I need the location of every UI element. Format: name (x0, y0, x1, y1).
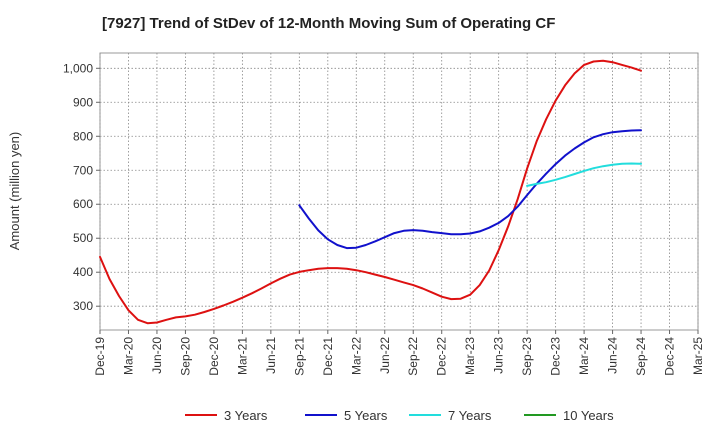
y-tick-label: 300 (73, 299, 93, 313)
legend-label: 3 Years (224, 408, 268, 423)
x-tick-label: Jun-21 (264, 337, 278, 374)
y-tick-label: 900 (73, 95, 93, 109)
y-axis-label: Amount (million yen) (7, 132, 22, 251)
x-tick-label: Mar-24 (577, 337, 591, 375)
legend-label: 5 Years (344, 408, 388, 423)
y-tick-label: 500 (73, 231, 93, 245)
x-tick-label: Sep-21 (292, 337, 306, 376)
x-tick-label: Jun-20 (150, 337, 164, 374)
x-tick-label: Dec-23 (549, 337, 563, 376)
x-tick-label: Dec-21 (321, 337, 335, 376)
series-line (99, 59, 642, 325)
x-tick-label: Sep-20 (178, 337, 192, 376)
x-tick-label: Mar-25 (691, 337, 705, 375)
series-lines (99, 59, 642, 325)
x-tick-label: Dec-20 (207, 337, 221, 376)
x-axis: Dec-19 Mar-20 Jun-20 Sep-20 Dec-20 Mar-21 Jun-… (93, 330, 705, 376)
x-tick-label: Dec-22 (435, 337, 449, 376)
x-tick-label: Mar-23 (463, 337, 477, 375)
x-tick-label: Sep-24 (634, 337, 648, 376)
y-tick-label: 700 (73, 163, 93, 177)
grid (99, 53, 699, 330)
legend-label: 10 Years (563, 408, 614, 423)
chart-title: [7927] Trend of StDev of 12-Month Moving… (102, 15, 555, 32)
plot-area (99, 52, 699, 331)
series-line (298, 129, 642, 250)
x-tick-label: Sep-22 (406, 337, 420, 376)
y-tick-label: 1,000 (63, 61, 93, 75)
legend-label: 7 Years (448, 408, 492, 423)
x-tick-label: Jun-24 (606, 337, 620, 374)
y-tick-label: 400 (73, 265, 93, 279)
x-tick-label: Mar-22 (349, 337, 363, 375)
x-tick-label: Sep-23 (520, 337, 534, 376)
legend: 3 Years 5 Years 7 Years 10 Years (185, 408, 614, 423)
x-tick-label: Mar-21 (235, 337, 249, 375)
y-tick-label: 600 (73, 197, 93, 211)
x-tick-label: Jun-22 (378, 337, 392, 374)
x-tick-label: Jun-23 (492, 337, 506, 374)
y-tick-label: 800 (73, 129, 93, 143)
x-tick-label: Mar-20 (121, 337, 135, 375)
x-tick-label: Dec-24 (663, 337, 677, 376)
x-tick-label: Dec-19 (93, 337, 107, 376)
y-axis: 300 400 500 600 700 800 900 1,000 (63, 61, 100, 313)
series-line (526, 162, 642, 187)
